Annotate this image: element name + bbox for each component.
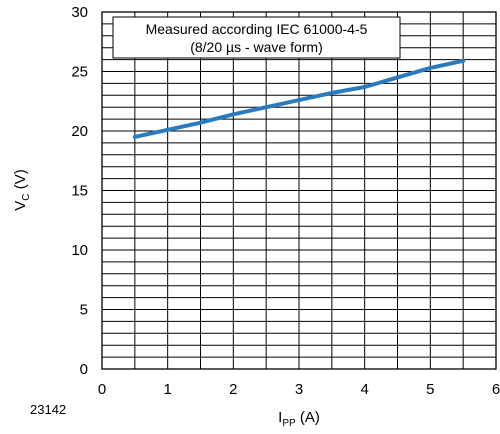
annotation-line-2: (8/20 µs - wave form) [190,39,323,55]
y-tick-label: 20 [71,123,88,140]
x-tick-label: 5 [426,381,434,398]
x-tick-label: 4 [360,381,368,398]
y-tick-label: 30 [71,4,88,21]
figure-number: 23142 [30,402,66,417]
x-axis-title-unit: (A) [296,409,320,426]
y-axis-title: VC (V) [12,169,32,210]
y-axis-title-main: V [12,201,29,211]
series-line [132,58,466,139]
x-axis-title: IPP (A) [278,409,320,429]
y-tick-label: 25 [71,64,88,81]
x-tick-label: 3 [295,381,303,398]
y-axis-title-sub: C [21,193,32,200]
annotation-box: Measured according IEC 61000-4-5 (8/20 µ… [112,16,401,59]
y-tick-label: 5 [80,302,88,319]
x-tick-label: 1 [163,381,171,398]
y-tick-label: 10 [71,242,88,259]
x-axis-title-sub: PP [282,418,296,429]
plot-frame [101,11,497,370]
x-tick-label: 6 [492,381,500,398]
x-tick-labels: 0 1 2 3 4 5 6 [98,381,500,398]
series-layer [132,58,466,139]
x-tick-label: 2 [229,381,237,398]
annotation-background [112,16,401,59]
annotation-line-1: Measured according IEC 61000-4-5 [146,21,368,37]
y-tick-label: 0 [80,361,88,378]
x-axis-title-main: I [278,409,282,426]
y-tick-labels: 0 5 10 15 20 25 30 [71,4,88,378]
y-axis-title-unit: (V) [12,169,29,193]
x-tick-label: 0 [98,381,106,398]
y-tick-label: 15 [71,183,88,200]
